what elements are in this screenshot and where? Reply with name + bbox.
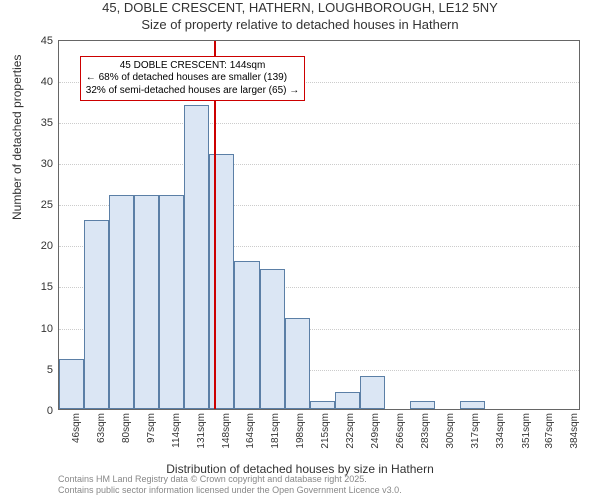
annotation-line: 45 DOBLE CRESCENT: 144sqm	[86, 60, 299, 73]
xtick-label: 80sqm	[121, 413, 132, 443]
xtick-label: 131sqm	[196, 413, 207, 449]
xtick-label: 300sqm	[445, 413, 456, 449]
plot-area: 05101520253035404546sqm63sqm80sqm97sqm11…	[58, 40, 580, 410]
xtick-label: 367sqm	[544, 413, 555, 449]
ytick-label: 5	[47, 364, 53, 376]
title-line-2: Size of property relative to detached ho…	[0, 17, 600, 34]
histogram-bar	[184, 105, 209, 409]
histogram-bar	[209, 154, 234, 409]
histogram-bar	[260, 269, 285, 409]
ytick-label: 30	[41, 158, 53, 170]
credits-line-2: Contains public sector information licen…	[58, 485, 402, 496]
xtick-label: 148sqm	[221, 413, 232, 449]
gridline-h	[59, 164, 579, 165]
plot-wrap: 05101520253035404546sqm63sqm80sqm97sqm11…	[58, 40, 580, 410]
xtick-label: 384sqm	[569, 413, 580, 449]
histogram-bar	[460, 401, 485, 409]
xtick-label: 181sqm	[270, 413, 281, 449]
ytick-label: 10	[41, 323, 53, 335]
credits-line-1: Contains HM Land Registry data © Crown c…	[58, 474, 402, 485]
ytick-label: 25	[41, 199, 53, 211]
xtick-label: 317sqm	[470, 413, 481, 449]
xtick-label: 46sqm	[71, 413, 82, 443]
annotation-line: ← 68% of detached houses are smaller (13…	[86, 72, 299, 85]
title-line-1: 45, DOBLE CRESCENT, HATHERN, LOUGHBOROUG…	[0, 0, 600, 17]
histogram-bar	[234, 261, 259, 409]
ytick-label: 35	[41, 117, 53, 129]
y-axis-label: Number of detached properties	[10, 55, 24, 220]
annotation-box: 45 DOBLE CRESCENT: 144sqm← 68% of detach…	[80, 56, 305, 102]
xtick-label: 249sqm	[370, 413, 381, 449]
xtick-label: 114sqm	[171, 413, 182, 448]
xtick-label: 63sqm	[96, 413, 107, 443]
xtick-label: 334sqm	[495, 413, 506, 449]
ytick-label: 0	[47, 405, 53, 417]
histogram-bar	[134, 195, 159, 409]
gridline-h	[59, 123, 579, 124]
ytick-label: 15	[41, 281, 53, 293]
histogram-bar	[109, 195, 134, 409]
histogram-bar	[360, 376, 385, 409]
histogram-bar	[84, 220, 109, 409]
histogram-bar	[335, 392, 360, 408]
ytick-label: 20	[41, 240, 53, 252]
annotation-line: 32% of semi-detached houses are larger (…	[86, 85, 299, 98]
xtick-label: 198sqm	[295, 413, 306, 449]
histogram-bar	[159, 195, 184, 409]
xtick-label: 351sqm	[521, 413, 532, 449]
histogram-bar	[285, 318, 310, 408]
xtick-label: 215sqm	[320, 413, 331, 449]
xtick-label: 97sqm	[146, 413, 157, 443]
xtick-label: 164sqm	[245, 413, 256, 449]
credits: Contains HM Land Registry data © Crown c…	[58, 474, 402, 496]
xtick-label: 232sqm	[345, 413, 356, 449]
histogram-bar	[59, 359, 84, 408]
ytick-label: 40	[41, 76, 53, 88]
histogram-bar	[310, 401, 335, 409]
xtick-label: 283sqm	[420, 413, 431, 449]
histogram-bar	[410, 401, 435, 409]
ytick-label: 45	[41, 35, 53, 47]
xtick-label: 266sqm	[395, 413, 406, 449]
